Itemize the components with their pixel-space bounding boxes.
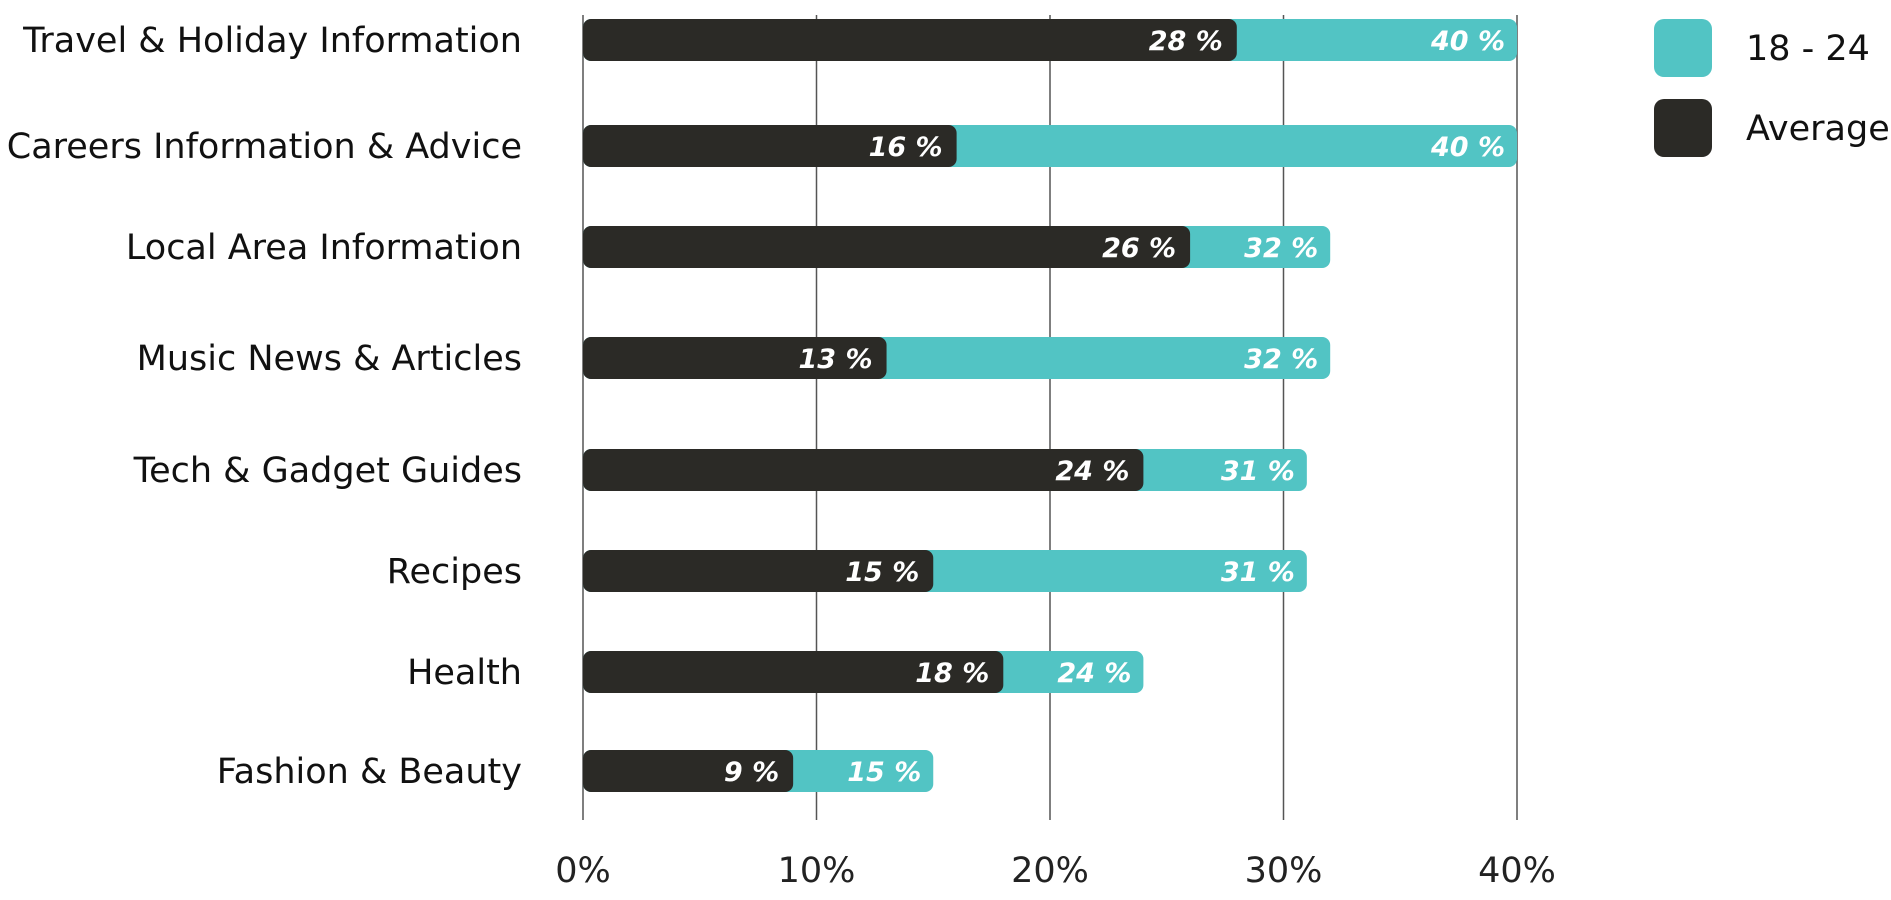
value-label-average: 13 % [799,344,873,375]
value-label-average: 9 % [724,757,779,788]
category-label: Recipes [387,552,522,592]
value-label-average: 18 % [915,658,989,689]
legend: 18 - 24 Average [1654,19,1890,157]
bar-average [583,226,1191,268]
value-label-18-24: 32 % [1244,344,1318,375]
value-label-average: 24 % [1055,456,1129,487]
category-label: Health [407,653,522,693]
x-tick-label: 0% [555,851,611,891]
bar-average [583,550,934,592]
category-label: Tech & Gadget Guides [133,451,522,491]
category-label: Local Area Information [126,228,522,268]
legend-label: 18 - 24 [1746,29,1870,69]
value-label-average: 16 % [869,132,943,163]
category-label: Travel & Holiday Information [22,21,522,61]
category-label: Fashion & Beauty [217,752,522,792]
legend-swatch [1654,19,1712,77]
bars: 40 % 28 % 40 % 16 % 32 % 26 % 32 % 13 % 31 % 24 %… [583,19,1517,792]
value-label-average: 28 % [1149,26,1223,57]
x-tick-label: 20% [1011,851,1089,891]
x-tick-label: 40% [1478,851,1556,891]
bar-average [583,651,1004,693]
value-label-18-24: 40 % [1430,132,1505,163]
value-label-18-24: 32 % [1244,233,1318,264]
legend-label: Average [1746,109,1890,149]
bar-average [583,449,1144,491]
x-tick-label: 30% [1245,851,1323,891]
value-label-average: 26 % [1102,233,1176,264]
category-label: Careers Information & Advice [7,127,522,167]
bar-average [583,750,794,792]
legend-swatch [1654,99,1712,157]
value-label-18-24: 31 % [1221,557,1295,588]
x-axis-tick-labels: 0% 10% 20% 30% 40% [555,851,1556,891]
value-label-18-24: 15 % [847,757,921,788]
category-label: Music News & Articles [137,339,522,379]
category-labels: Travel & Holiday Information Careers Info… [7,21,522,792]
value-label-18-24: 24 % [1057,658,1131,689]
value-label-18-24: 31 % [1221,456,1295,487]
bar-average [583,337,887,379]
value-label-average: 15 % [845,557,919,588]
bar-average [583,19,1237,61]
x-tick-label: 10% [778,851,856,891]
value-label-18-24: 40 % [1430,26,1505,57]
bar-average [583,125,957,167]
